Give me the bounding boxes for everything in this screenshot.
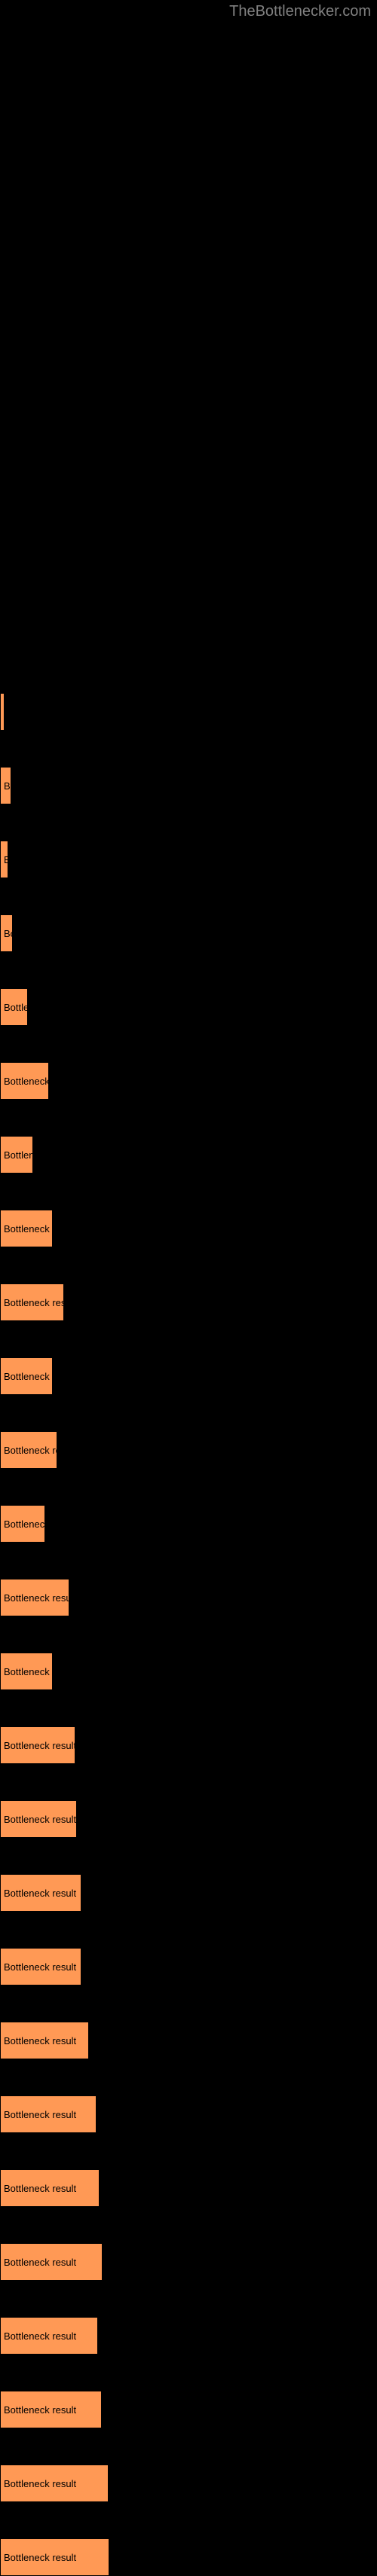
bar-label: Bottleneck re (4, 1371, 53, 1382)
chart-bar: Bottleneck result (0, 1579, 69, 1616)
bar-row: Bottleneck result (0, 2169, 377, 2207)
bar-row: Bottleneck result (0, 1579, 377, 1616)
chart-bar: Bottleneck result (0, 2538, 109, 2576)
bar-label: Bottleneck re (4, 1666, 53, 1677)
chart-bar: Bottleneck resul (0, 1283, 64, 1321)
bar-row: Bottleneck re (0, 1210, 377, 1247)
bar-label: Bottleneck result (4, 1888, 76, 1899)
bar-label: Bottleneck result (4, 1740, 75, 1751)
bar-row: Bottleneck result (0, 2391, 377, 2428)
chart-bar: Bottleneck result (0, 1726, 75, 1764)
bar-label: Bo (4, 928, 13, 939)
chart-bar: Bottlen (0, 988, 28, 1026)
bar-label: Bottleneck re (4, 1223, 53, 1235)
chart-bar: Bottleneck res (0, 1431, 57, 1469)
chart-bar: Bottleneck re (0, 1210, 53, 1247)
chart-bar: Bo (0, 914, 13, 952)
bar-label: Bottleneck result (4, 2552, 76, 2563)
chart-bar: Bottleneck result (0, 2095, 97, 2133)
bar-row: Bottleneck result (0, 2095, 377, 2133)
chart-bar: Bottleneck result (0, 1800, 77, 1838)
chart-bar: Bottleneck r (0, 1062, 49, 1100)
chart-bar: Bottleneck result (0, 2022, 89, 2059)
bar-row: Bottleneck result (0, 1800, 377, 1838)
bar-label: Bottlene (4, 1149, 33, 1161)
bar-row: Bottleneck (0, 1505, 377, 1543)
bar-label: Bottlen (4, 1002, 28, 1013)
bar-row: Bottleneck result (0, 2243, 377, 2281)
bar-row: Bottleneck result (0, 2465, 377, 2502)
bar-label: B (4, 854, 8, 865)
chart-bar: Bottlene (0, 1136, 33, 1174)
bar-label: B (4, 780, 11, 792)
bar-row: Bottlen (0, 988, 377, 1026)
bar-row: Bottleneck result (0, 1874, 377, 1912)
bar-row: Bottleneck result (0, 2022, 377, 2059)
bar-label: Bottleneck result (4, 2330, 76, 2342)
bar-label: Bottleneck r (4, 1076, 49, 1087)
chart-bar: Bottleneck result (0, 2391, 102, 2428)
bar-row: Bottleneck re (0, 1653, 377, 1690)
bar-label: Bottleneck result (4, 2404, 76, 2416)
bar-row: Bottleneck resul (0, 1283, 377, 1321)
bar-row: B (0, 841, 377, 878)
bar-row: B (0, 767, 377, 804)
chart-bar: Bottleneck result (0, 1874, 81, 1912)
bar-row: Bottleneck re (0, 1357, 377, 1395)
bar-row: Bottleneck r (0, 1062, 377, 1100)
chart-bar: B (0, 767, 11, 804)
chart-bar: Bottleneck result (0, 2169, 100, 2207)
bar-label: Bottleneck result (4, 2109, 76, 2120)
chart-bar: B (0, 841, 8, 878)
chart-bar: Bottleneck result (0, 2317, 98, 2355)
bar-row: Bottleneck res (0, 1431, 377, 1469)
bar-label: Bottleneck result (4, 1814, 76, 1825)
chart-bar (0, 693, 5, 731)
bar-row: Bottlene (0, 1136, 377, 1174)
chart-bar: Bottleneck result (0, 2465, 109, 2502)
bar-label: Bottleneck res (4, 1445, 57, 1456)
bar-row (0, 693, 377, 731)
bar-label: Bottleneck result (4, 1592, 69, 1604)
bar-chart: B B Bo Bottlen Bottleneck r Bottlene Bottlenec… (0, 0, 377, 2410)
bar-label: Bottleneck result (4, 2257, 76, 2268)
bar-label: Bottleneck result (4, 2035, 76, 2046)
bar-label: Bottleneck result (4, 1961, 76, 1973)
bar-label: Bottleneck result (4, 2478, 76, 2489)
bar-row: Bo (0, 914, 377, 952)
bar-row: Bottleneck result (0, 2538, 377, 2576)
chart-bar: Bottleneck re (0, 1653, 53, 1690)
bar-label: Bottleneck resul (4, 1297, 64, 1308)
chart-bar: Bottleneck (0, 1505, 45, 1543)
bar-row: Bottleneck result (0, 2317, 377, 2355)
bar-row: Bottleneck result (0, 1948, 377, 1985)
bar-row: Bottleneck result (0, 1726, 377, 1764)
bar-label: Bottleneck (4, 1518, 45, 1530)
chart-bar: Bottleneck result (0, 1948, 81, 1985)
chart-bar: Bottleneck result (0, 2243, 103, 2281)
bar-label: Bottleneck result (4, 2183, 76, 2194)
chart-bar: Bottleneck re (0, 1357, 53, 1395)
